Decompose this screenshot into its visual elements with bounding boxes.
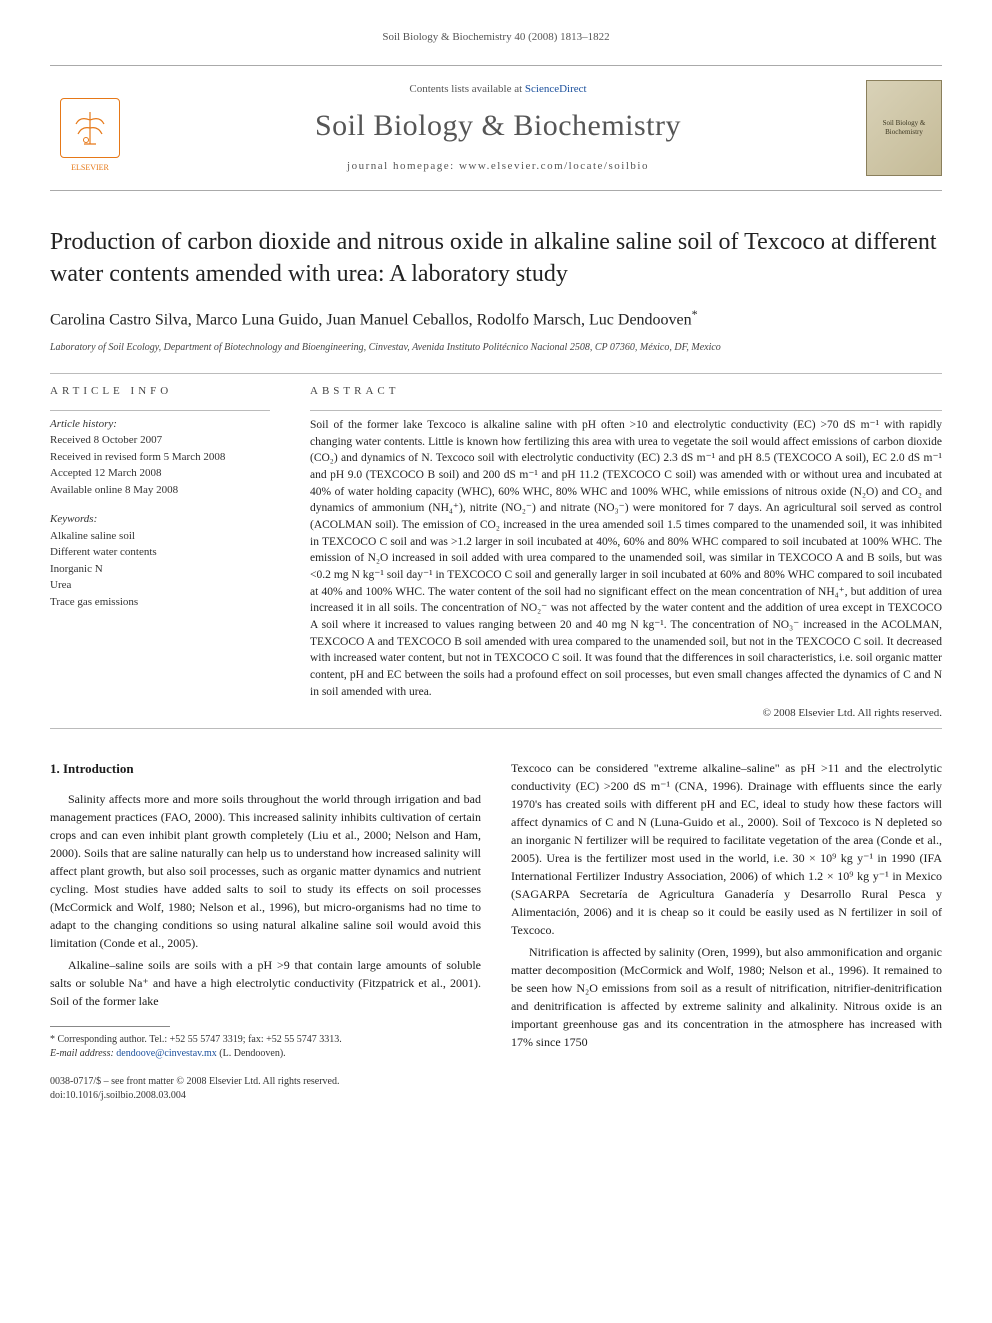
publisher-name: ELSEVIER [71, 162, 109, 173]
corresponding-author-footnote: * Corresponding author. Tel.: +52 55 574… [50, 1033, 481, 1061]
divider [50, 373, 942, 374]
keyword: Urea [50, 577, 270, 594]
running-header: Soil Biology & Biochemistry 40 (2008) 18… [50, 30, 942, 45]
journal-cover-thumbnail: Soil Biology & Biochemistry [866, 80, 942, 176]
author-list: Carolina Castro Silva, Marco Luna Guido,… [50, 306, 942, 332]
banner-center: Contents lists available at ScienceDirec… [150, 82, 846, 175]
elsevier-logo: ELSEVIER [50, 83, 130, 173]
article-info-heading: ARTICLE INFO [50, 384, 270, 399]
contents-available-line: Contents lists available at ScienceDirec… [150, 82, 846, 97]
front-matter-line: 0038-0717/$ – see front matter © 2008 El… [50, 1075, 339, 1089]
keyword: Alkaline saline soil [50, 528, 270, 545]
footer-left: 0038-0717/$ – see front matter © 2008 El… [50, 1075, 339, 1103]
history-online: Available online 8 May 2008 [50, 482, 270, 499]
intro-paragraph: Alkaline–saline soils are soils with a p… [50, 956, 481, 1010]
body-column-left: 1. Introduction Salinity affects more an… [50, 759, 481, 1062]
intro-paragraph: Salinity affects more and more soils thr… [50, 790, 481, 952]
page-footer: 0038-0717/$ – see front matter © 2008 El… [50, 1075, 942, 1103]
keyword: Different water contents [50, 544, 270, 561]
divider [50, 728, 942, 729]
divider [50, 410, 270, 411]
history-revised: Received in revised form 5 March 2008 [50, 449, 270, 466]
abstract-text: Soil of the former lake Texcoco is alkal… [310, 417, 942, 700]
body-column-right: Texcoco can be considered "extreme alkal… [511, 759, 942, 1062]
intro-paragraph: Nitrification is affected by salinity (O… [511, 943, 942, 1051]
journal-banner: ELSEVIER Contents lists available at Sci… [50, 65, 942, 191]
abstract-heading: ABSTRACT [310, 384, 942, 399]
corresponding-email-link[interactable]: dendoove@cinvestav.mx [116, 1048, 216, 1059]
history-received: Received 8 October 2007 [50, 432, 270, 449]
elsevier-tree-icon [60, 98, 120, 158]
affiliation: Laboratory of Soil Ecology, Department o… [50, 341, 942, 355]
intro-paragraph: Texcoco can be considered "extreme alkal… [511, 759, 942, 939]
journal-homepage-line: journal homepage: www.elsevier.com/locat… [150, 159, 846, 174]
history-label: Article history: [50, 417, 270, 432]
article-title: Production of carbon dioxide and nitrous… [50, 227, 942, 289]
introduction-heading: 1. Introduction [50, 759, 481, 779]
keyword: Trace gas emissions [50, 594, 270, 611]
footnote-separator [50, 1026, 170, 1027]
article-info-column: ARTICLE INFO Article history: Received 8… [50, 384, 270, 721]
divider [310, 410, 942, 411]
doi-line: doi:10.1016/j.soilbio.2008.03.004 [50, 1089, 339, 1103]
paper-page: Soil Biology & Biochemistry 40 (2008) 18… [0, 0, 992, 1133]
keywords-label: Keywords: [50, 512, 270, 527]
keyword: Inorganic N [50, 561, 270, 578]
journal-name: Soil Biology & Biochemistry [150, 105, 846, 147]
info-abstract-row: ARTICLE INFO Article history: Received 8… [50, 384, 942, 721]
sciencedirect-link[interactable]: ScienceDirect [525, 83, 587, 95]
abstract-column: ABSTRACT Soil of the former lake Texcoco… [310, 384, 942, 721]
journal-homepage-url: www.elsevier.com/locate/soilbio [459, 160, 649, 172]
abstract-copyright: © 2008 Elsevier Ltd. All rights reserved… [310, 706, 942, 721]
history-accepted: Accepted 12 March 2008 [50, 465, 270, 482]
body-two-column: 1. Introduction Salinity affects more an… [50, 759, 942, 1062]
corresponding-marker: * [692, 307, 698, 321]
